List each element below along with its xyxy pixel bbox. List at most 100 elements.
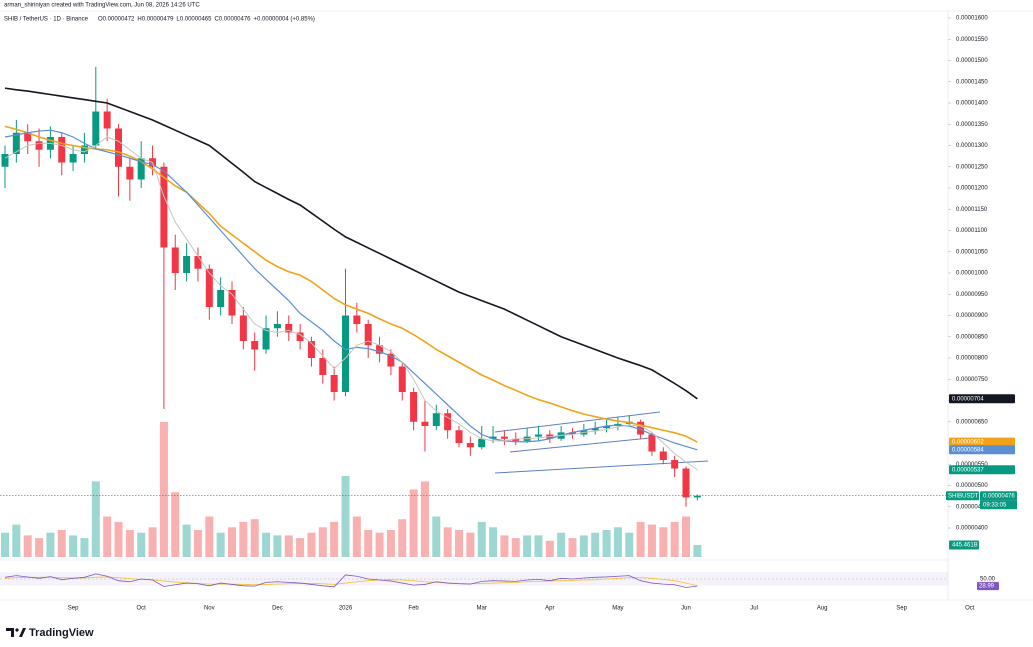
volume-bar xyxy=(182,524,191,557)
y-tick-label: 0.00001000 xyxy=(956,271,988,277)
x-tick-label: Mar xyxy=(477,606,487,612)
candle-body xyxy=(251,341,259,350)
volume-bar xyxy=(557,532,566,557)
candle-body xyxy=(637,421,645,435)
volume-bar xyxy=(296,538,305,557)
volume-bar xyxy=(352,516,361,557)
y-tick-label: 0.00001200 xyxy=(956,186,988,192)
ohlc-value: C0.00000476 xyxy=(214,17,251,23)
y-tick-label: 0.00001450 xyxy=(956,79,988,85)
volume-bar xyxy=(216,532,225,557)
volume-bar xyxy=(693,544,702,557)
y-tick-label: 0.00001100 xyxy=(956,228,988,234)
candle-body xyxy=(342,315,349,392)
candle-body xyxy=(137,158,145,180)
volume-bar xyxy=(307,532,316,557)
x-tick-label: Aug xyxy=(817,606,828,612)
x-tick-label: Sep xyxy=(68,606,79,612)
ma-value-box xyxy=(949,437,1015,447)
volume-bar xyxy=(568,538,577,557)
symbol-box xyxy=(946,491,979,501)
volume-bar xyxy=(80,538,89,557)
volume-bar xyxy=(647,524,656,557)
candle-body xyxy=(534,434,542,437)
candle-body xyxy=(1,154,9,167)
volume-bar xyxy=(659,527,668,557)
volume-bar xyxy=(625,532,634,557)
candle-body xyxy=(693,495,701,498)
volume-bar xyxy=(534,535,543,557)
volume-bar xyxy=(1,532,9,557)
candle-body xyxy=(126,166,134,180)
moving-average-line xyxy=(4,136,698,471)
candle-body xyxy=(421,421,429,426)
volume-bar xyxy=(682,516,690,557)
volume-bar xyxy=(500,535,509,557)
candle-body xyxy=(307,341,315,358)
rsi-ma-line xyxy=(4,576,698,587)
candle-body xyxy=(512,438,520,441)
current-price-box xyxy=(980,491,1017,501)
volume-bar xyxy=(489,527,498,557)
candle-body xyxy=(205,268,213,307)
ma-value-text: 0.00000584 xyxy=(952,447,984,453)
y-tick-label: 0.00000500 xyxy=(956,483,988,489)
candle-body xyxy=(500,436,508,439)
candle-body xyxy=(569,432,576,435)
symbol-name: SHIB / TetherUS · 1D · Binance xyxy=(4,17,89,23)
moving-average-line xyxy=(4,87,698,400)
volume-bar xyxy=(137,532,146,557)
candle-body xyxy=(24,132,32,142)
candle-body xyxy=(455,430,463,443)
ma-value-box xyxy=(949,445,1015,455)
y-tick-label: 0.00000800 xyxy=(956,356,988,362)
volume-bar xyxy=(341,476,350,557)
candle-body xyxy=(478,438,486,448)
symbol-text: SHIBUSDT xyxy=(948,493,979,499)
volume-bar xyxy=(69,535,78,557)
logo-mark xyxy=(6,628,14,637)
x-tick-label: Oct xyxy=(137,606,147,612)
y-tick-label: 0.00001550 xyxy=(956,37,988,43)
y-tick-label: 0.00001300 xyxy=(956,143,988,149)
candle-body xyxy=(671,460,679,469)
x-tick-label: Sep xyxy=(896,606,907,612)
attribution: arman_shiriniyan created with TradingVie… xyxy=(4,3,200,9)
moving-average-line xyxy=(4,125,698,443)
x-tick-label: Nov xyxy=(204,606,215,612)
volume-bar xyxy=(420,481,429,557)
x-tick-label: Jul xyxy=(750,606,758,612)
brand-logo: TradingView xyxy=(6,627,94,639)
x-tick-label: Jun xyxy=(681,606,691,612)
current-price-text: 0.00000476 xyxy=(983,493,1015,499)
candle-body xyxy=(444,413,452,431)
candle-body xyxy=(659,451,667,460)
ma-value-box xyxy=(949,465,1015,475)
volume-bar xyxy=(386,530,395,557)
volume-bar xyxy=(613,527,622,557)
candle-body xyxy=(682,468,690,498)
candle-body xyxy=(217,290,225,307)
x-tick-label: Dec xyxy=(272,606,283,612)
candle-body xyxy=(273,324,281,329)
candle-body xyxy=(92,111,100,146)
volume-bar xyxy=(545,540,554,557)
volume-bar xyxy=(602,530,611,557)
volume-bar xyxy=(171,492,180,557)
volume-bar xyxy=(148,527,157,557)
volume-bar xyxy=(330,521,339,557)
volume-bar xyxy=(57,530,66,557)
volume-bar xyxy=(579,535,588,557)
volume-bar xyxy=(23,535,32,557)
candle-body xyxy=(387,353,395,367)
candle-body xyxy=(410,392,418,422)
x-tick-label: May xyxy=(612,606,623,612)
volume-bar xyxy=(250,519,259,557)
volume-bar xyxy=(46,532,55,557)
ohlc-value: O0.00000472 xyxy=(98,17,135,23)
candle-body xyxy=(376,345,384,354)
x-tick-label: Oct xyxy=(965,606,975,612)
volume-bar xyxy=(205,516,214,557)
candle-body xyxy=(262,328,270,350)
